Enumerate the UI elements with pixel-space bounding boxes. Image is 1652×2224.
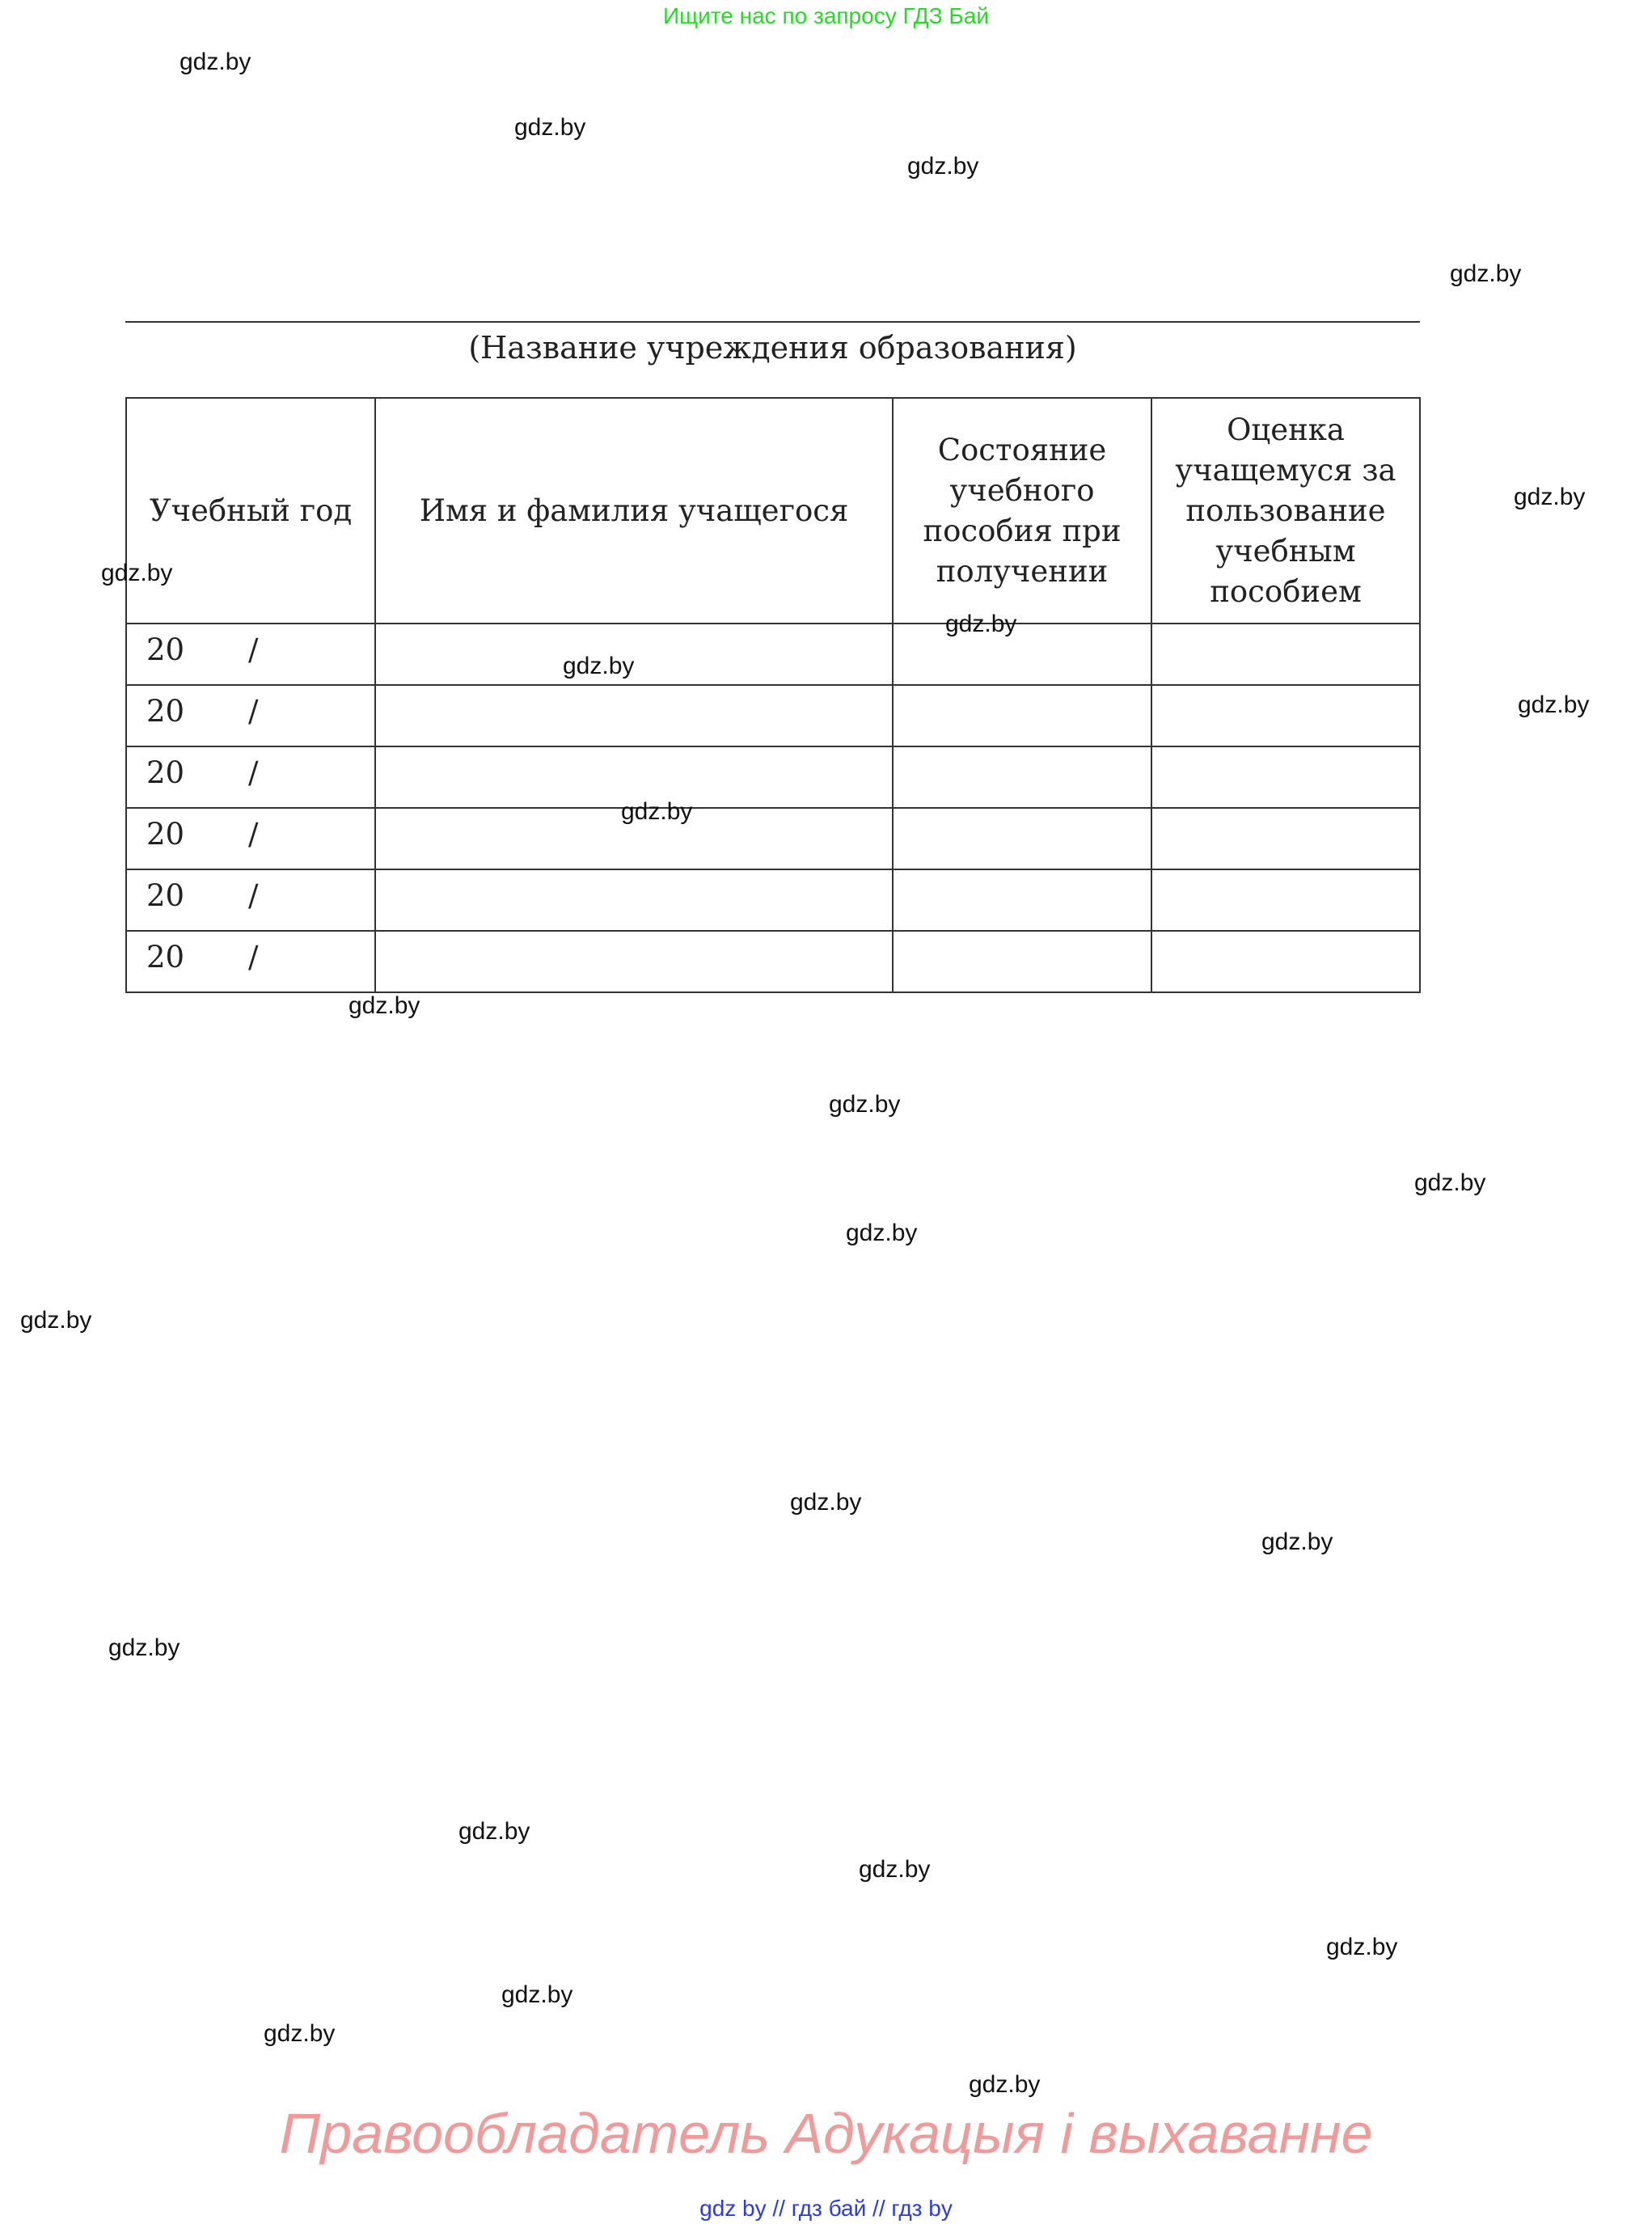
- student-name-cell: [374, 623, 894, 686]
- year-cell: 20 /: [125, 684, 376, 747]
- condition-cell: [892, 684, 1152, 747]
- watermark: gdz.by: [349, 992, 420, 1019]
- watermark: gdz.by: [101, 560, 173, 586]
- grade-cell: [1151, 623, 1421, 686]
- condition-cell: [892, 807, 1152, 870]
- year-cell: 20 /: [125, 623, 376, 686]
- watermark: gdz.by: [1514, 484, 1586, 510]
- year-cell: 20 /: [125, 869, 376, 932]
- year-cell: 20 /: [125, 807, 376, 870]
- watermark: gdz.by: [20, 1307, 92, 1334]
- watermark: gdz.by: [514, 114, 586, 141]
- watermark: gdz.by: [621, 798, 693, 825]
- watermark: gdz.by: [1518, 691, 1590, 718]
- year-prefix: 20: [146, 878, 185, 913]
- condition-cell: [892, 869, 1152, 932]
- year-cell: 20 /: [125, 746, 376, 809]
- watermark: gdz.by: [1414, 1169, 1486, 1196]
- watermark: gdz.by: [264, 2020, 336, 2047]
- year-cell: 20 /: [125, 930, 376, 993]
- year-prefix: 20: [146, 632, 185, 667]
- year-separator: /: [248, 694, 259, 729]
- condition-cell: [892, 930, 1152, 993]
- watermark: gdz.by: [108, 1634, 180, 1661]
- grade-cell: [1151, 807, 1421, 870]
- watermark: gdz.by: [846, 1220, 918, 1246]
- watermark: gdz.by: [859, 1856, 931, 1883]
- institution-caption: (Название учреждения образования): [468, 330, 1077, 366]
- watermark: gdz.by: [829, 1091, 901, 1118]
- grade-cell: [1151, 684, 1421, 747]
- year-prefix: 20: [146, 940, 185, 975]
- watermark: gdz.by: [1450, 260, 1522, 287]
- top-note: Ищите нас по запросу ГДЗ Бай: [662, 3, 990, 28]
- condition-cell: [892, 746, 1152, 809]
- watermark: gdz.by: [1326, 1934, 1398, 1960]
- year-separator: /: [248, 632, 259, 667]
- year-prefix: 20: [146, 817, 185, 852]
- watermark: gdz.by: [180, 49, 251, 75]
- header-condition: Состояние учебного пособия при получении: [892, 397, 1152, 624]
- year-separator: /: [248, 755, 259, 790]
- year-prefix: 20: [146, 755, 185, 790]
- grade-cell: [1151, 746, 1421, 809]
- textbook-usage-table: Учебный год Имя и фамилия учащегося Сост…: [125, 397, 1421, 993]
- student-name-cell: [374, 807, 894, 870]
- footer-links: gdz by // гдз бай // гдз by: [699, 2196, 953, 2221]
- student-name-cell: [374, 746, 894, 809]
- institution-name-line: [125, 321, 1420, 323]
- year-separator: /: [248, 878, 259, 913]
- grade-cell: [1151, 869, 1421, 932]
- watermark: gdz.by: [458, 1818, 530, 1845]
- watermark: gdz.by: [501, 1981, 573, 2008]
- table-row: 20 /: [125, 746, 1421, 809]
- student-name-cell: [374, 869, 894, 932]
- watermark: gdz.by: [907, 153, 979, 180]
- watermark: gdz.by: [563, 653, 635, 679]
- watermark: gdz.by: [790, 1489, 862, 1516]
- student-name-cell: [374, 684, 894, 747]
- watermark: gdz.by: [945, 611, 1017, 637]
- table-row: 20 /: [125, 684, 1421, 747]
- table-row: 20 /: [125, 807, 1421, 870]
- header-grade: Оценка учащемуся за пользование учебным …: [1151, 397, 1421, 624]
- table-row: 20 /: [125, 930, 1421, 993]
- watermark: gdz.by: [1261, 1528, 1333, 1555]
- table-row: 20 /: [125, 623, 1421, 686]
- year-prefix: 20: [146, 694, 185, 729]
- rights-holder-notice: Правообладатель Адукацыя і выхаванне: [279, 2102, 1373, 2165]
- header-student-name: Имя и фамилия учащегося: [374, 397, 894, 624]
- year-separator: /: [248, 940, 259, 975]
- watermark: gdz.by: [969, 2071, 1041, 2098]
- grade-cell: [1151, 930, 1421, 993]
- year-separator: /: [248, 817, 259, 852]
- condition-cell: [892, 623, 1152, 686]
- header-school-year: Учебный год: [125, 397, 376, 624]
- student-name-cell: [374, 930, 894, 993]
- table-row: 20 /: [125, 869, 1421, 932]
